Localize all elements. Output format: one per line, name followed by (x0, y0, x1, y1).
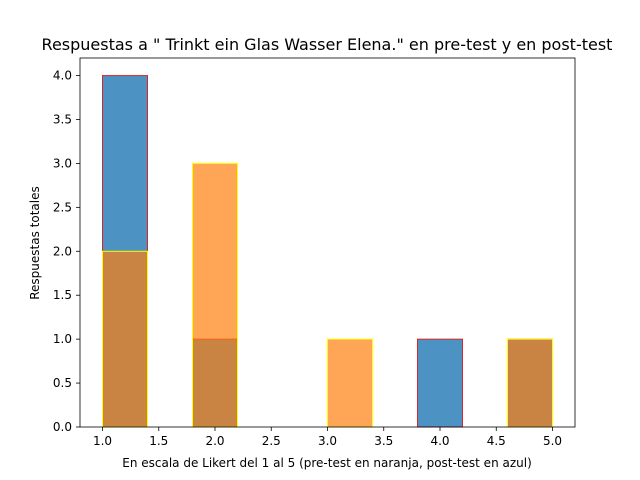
bar-series-1-bin-8 (417, 338, 463, 428)
x-tick-label: 4.0 (430, 434, 449, 448)
y-tick-label: 2.0 (53, 244, 72, 258)
x-tick-label: 1.5 (149, 434, 168, 448)
y-tick-label: 0.0 (53, 420, 72, 434)
y-tick-label: 1.0 (53, 332, 72, 346)
y-tick-label: 3.5 (53, 113, 72, 127)
bar-series-2-bin-1 (102, 250, 148, 428)
bar-series-2-bin-6 (327, 338, 373, 428)
x-tick-label: 3.0 (318, 434, 337, 448)
y-tick-label: 1.5 (53, 288, 72, 302)
x-tick-label: 3.5 (374, 434, 393, 448)
x-axis-label: En escala de Likert del 1 al 5 (pre-test… (122, 456, 532, 470)
y-tick-label: 2.5 (53, 200, 72, 214)
y-tick-label: 4.0 (53, 69, 72, 83)
x-tick-label: 2.5 (262, 434, 281, 448)
plot-area: 1.0 1.5 2.0 2.5 3.0 3.5 4.0 4.5 5.0 0.0 0.5 1.0 1.5 2… (53, 57, 576, 448)
x-tick-label: 1.0 (93, 434, 112, 448)
y-axis-label: Respuestas totales (28, 186, 42, 300)
y-tick-label: 3.0 (53, 156, 72, 170)
x-tick-label: 4.5 (487, 434, 506, 448)
x-tick-label: 5.0 (543, 434, 562, 448)
y-tick-label: 0.5 (53, 376, 72, 390)
bar-series-2-bin-3 (192, 162, 238, 428)
bar-series-2-bin-10 (507, 338, 553, 428)
x-tick-label: 2.0 (205, 434, 224, 448)
chart-title: Respuestas a " Trinkt ein Glas Wasser El… (42, 35, 613, 54)
